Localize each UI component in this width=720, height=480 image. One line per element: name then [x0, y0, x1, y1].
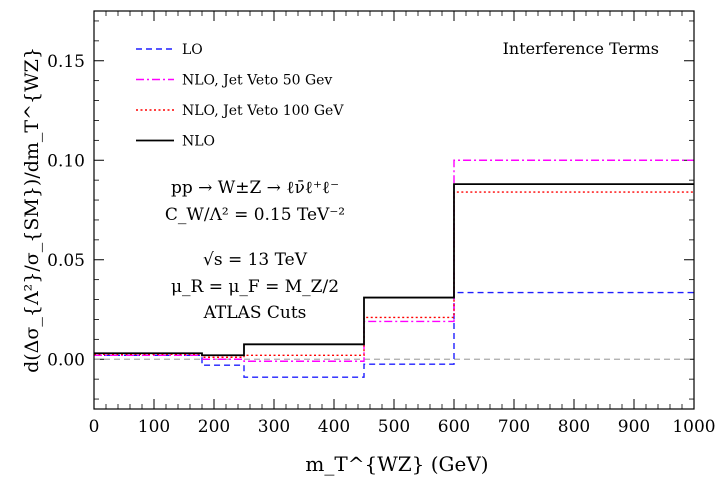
y-axis-title: d(Δσ_{Λ²}/σ_{SM})/dm_T^{WZ}	[21, 47, 43, 373]
ticks-layer	[93, 11, 695, 409]
x-tick-label: 600	[438, 417, 470, 437]
series-lo	[94, 291, 694, 378]
legend-label-nlo-jet-veto-100-gev: NLO, Jet Veto 100 GeV	[182, 103, 344, 119]
annotation-energy: √s = 13 TeV	[203, 250, 308, 270]
series-nlo	[94, 183, 694, 357]
annotation-scales: μ_R = μ_F = M_Z/2	[171, 277, 339, 297]
x-tick-label: 900	[618, 417, 650, 437]
x-axis-title: m_T^{WZ} (GeV)	[305, 452, 488, 476]
series-layer	[94, 159, 694, 378]
chart-title: Interference Terms	[503, 39, 659, 58]
x-tick-label: 400	[318, 417, 350, 437]
y-tick-label: 0.00	[47, 350, 85, 370]
annotation-coupling: C_W/Λ² = 0.15 TeV⁻²	[165, 205, 345, 225]
x-tick-label: 100	[138, 417, 170, 437]
y-tick-label: 0.05	[47, 251, 85, 271]
x-tick-label: 700	[498, 417, 530, 437]
annotation-process: pp → W±Z → ℓν̄ℓ⁺ℓ⁻	[171, 178, 339, 198]
annotation-cuts: ATLAS Cuts	[203, 303, 307, 323]
legend-label-nlo: NLO	[182, 134, 215, 150]
y-tick-label: 0.15	[47, 52, 85, 72]
tick-label-layer: 0 100 200 300 400 500 600 700 800 900 1000 0.00 0.05…	[47, 52, 715, 437]
x-tick-label: 0	[89, 417, 100, 437]
x-tick-label: 1000	[672, 417, 715, 437]
annotation-block: pp → W±Z → ℓν̄ℓ⁺ℓ⁻ C_W/Λ² = 0.15 TeV⁻² √…	[165, 178, 345, 323]
legend: LO NLO, Jet Veto 50 Gev NLO, Jet Veto 100 …	[136, 42, 344, 150]
legend-label-nlo-jet-veto-50-gev: NLO, Jet Veto 50 Gev	[182, 73, 332, 89]
x-tick-label: 300	[258, 417, 290, 437]
y-tick-label: 0.10	[47, 151, 85, 171]
x-tick-label: 500	[378, 417, 410, 437]
plot-frame	[93, 10, 695, 410]
x-tick-label: 200	[198, 417, 230, 437]
x-tick-label: 800	[558, 417, 590, 437]
legend-label-lo: LO	[182, 42, 203, 58]
